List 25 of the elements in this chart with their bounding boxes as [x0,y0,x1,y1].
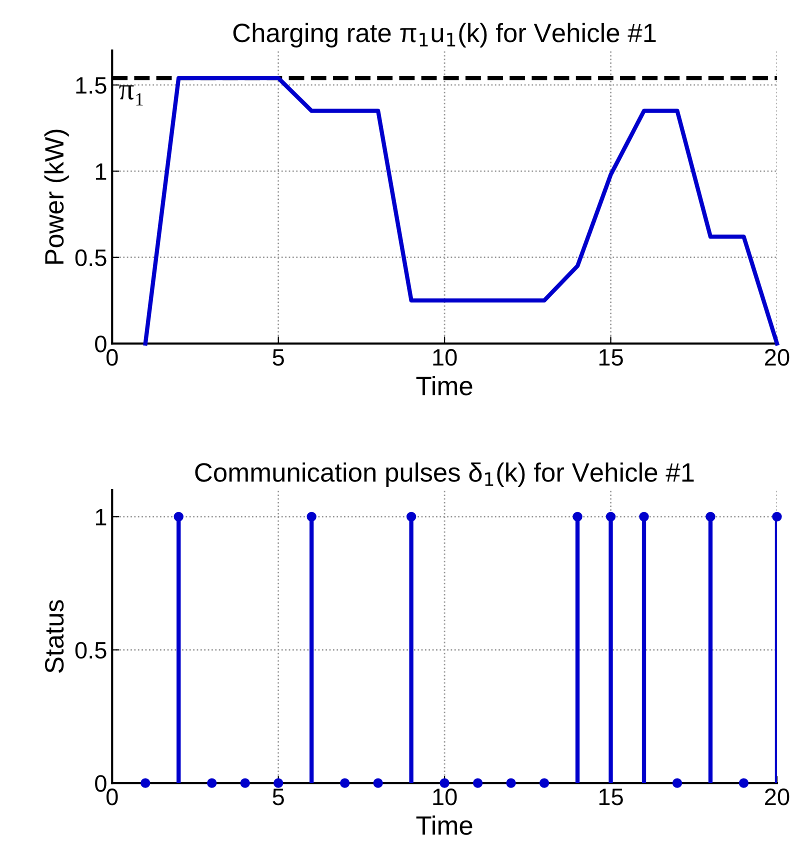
x-tick-label: 0 [106,788,118,806]
x-tick-label: 15 [599,788,623,806]
chart-title: Charging rate π$_{1}$u$_{1}$(k) for Vehicle #1 [233,22,656,48]
y-tick-label: 0 [95,775,106,792]
y-tick-label: 0.5 [75,642,106,659]
x-tick-label: 5 [272,788,284,806]
x-tick-label: 0 [106,349,118,366]
ref-line-label: π₁ [119,85,143,106]
x-tick-label: 5 [272,349,284,366]
x-tick-label: 10 [433,349,457,366]
x-tick-label: 15 [599,349,623,366]
y-tick-label: 1.5 [76,77,106,94]
y-tick-label: 1 [96,163,106,180]
x-axis-title: Time [416,376,472,396]
y-axis-title: Power (kW) [44,130,69,264]
x-tick-label: 10 [433,788,457,806]
y-axis-title: Status [45,600,64,673]
x-axis-title: Time [416,815,472,835]
x-tick-label: 20 [765,788,790,806]
line-series [143,76,780,346]
y-tick-label: 0 [95,336,106,352]
y-tick-label: 1 [96,508,106,526]
x-tick-label: 20 [765,349,790,366]
chart-title: Communication pulses δ$_{1}$(k) for Vehicle #1 [195,462,694,488]
y-tick-label: 0.5 [75,249,106,266]
